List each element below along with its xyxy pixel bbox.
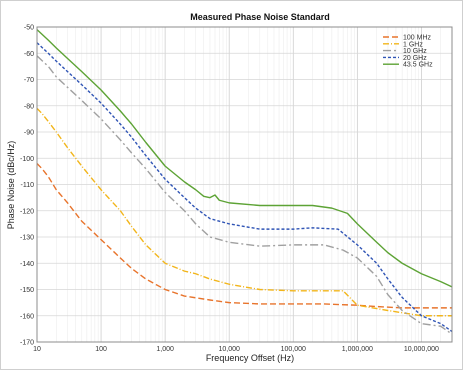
x-tick-label: 10,000: [219, 346, 241, 353]
y-tick-label: -80: [24, 103, 34, 110]
x-tick-label: 10,000,000: [404, 346, 439, 353]
y-tick-label: -110: [21, 182, 35, 189]
legend-label: 20 GHz: [403, 55, 427, 62]
legend-label: 10 GHz: [403, 48, 427, 55]
y-tick-label: -50: [24, 25, 34, 32]
y-tick-label: -70: [24, 77, 34, 84]
y-tick-label: -100: [20, 156, 34, 163]
legend-label: 100 MHz: [403, 35, 432, 42]
y-tick-label: -90: [24, 130, 34, 137]
y-tick-label: -120: [20, 208, 34, 215]
legend-label: 43.5 GHz: [403, 62, 433, 69]
series-line-10-ghz: [36, 55, 453, 335]
series-line-1-ghz: [36, 107, 452, 317]
y-tick-label: -150: [20, 287, 34, 294]
plot-area-frame: [36, 26, 453, 343]
y-axis-title: Phase Noise (dBc/Hz): [6, 141, 16, 230]
x-tick-label: 1,000: [156, 346, 174, 353]
x-tick-labels: 10 100 1,000 10,000 100,000 1,000,000 10,000,0…: [33, 346, 439, 353]
y-tick-label: -170: [20, 340, 34, 347]
series-line-20-ghz: [36, 42, 453, 333]
series-line-43-5-ghz: [36, 29, 453, 288]
y-tick-label: -60: [24, 51, 34, 58]
legend-label: 1 GHz: [403, 41, 423, 48]
y-tick-label: -140: [20, 261, 34, 268]
x-axis-title: Frequency Offset (Hz): [206, 353, 294, 363]
x-tick-label: 100,000: [281, 346, 306, 353]
x-tick-label: 10: [33, 346, 41, 353]
y-tick-label: -130: [20, 235, 34, 242]
series-lines: [36, 29, 453, 335]
chart-title: Measured Phase Noise Standard: [190, 12, 330, 22]
series-line-100-mhz: [36, 163, 452, 309]
y-tick-label: -160: [20, 313, 34, 320]
x-tick-label: 100: [95, 346, 107, 353]
y-tick-labels: -50 -60 -70 -80 -90 -100 -110 -120 -130 -140 -150 -…: [20, 25, 34, 347]
x-tick-label: 1,000,000: [342, 346, 373, 353]
